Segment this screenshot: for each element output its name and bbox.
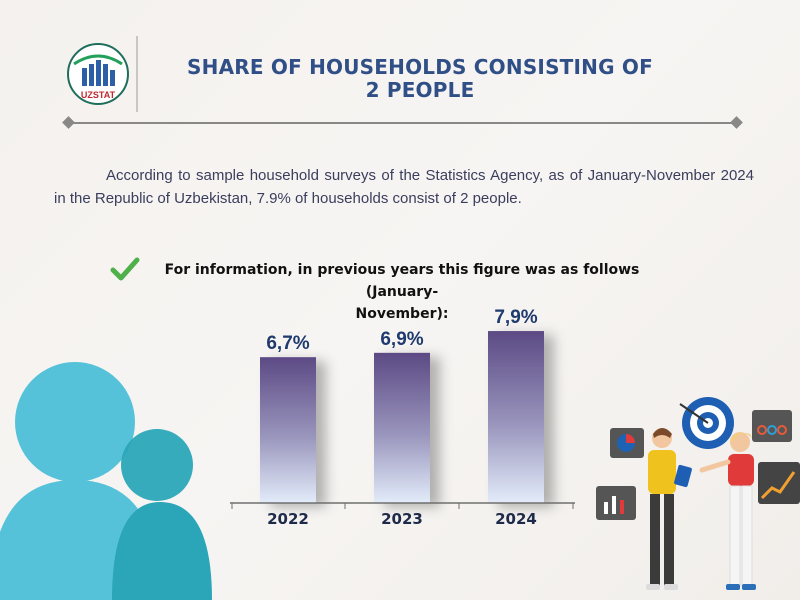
rule-right-dot	[730, 116, 743, 129]
bar-2022	[260, 357, 316, 503]
x-tick-2024: 2024	[495, 510, 537, 528]
x-tick-2023: 2023	[381, 510, 423, 528]
horizontal-rule	[68, 122, 736, 124]
value-label-2023: 6,9%	[380, 329, 423, 350]
bar-2023	[374, 352, 430, 503]
page-title: SHARE OF HOUSEHOLDS CONSISTING OF 2 PEOP…	[160, 56, 680, 102]
info-note-line-1: For information, in previous years this …	[164, 262, 640, 300]
value-label-2024: 7,9%	[494, 307, 537, 328]
logo-text: UZSTAT	[81, 90, 116, 100]
rule-left-dot	[62, 116, 75, 129]
checkmark-icon	[110, 257, 140, 281]
x-tick-2022: 2022	[267, 510, 309, 528]
value-label-2022: 6,7%	[266, 333, 309, 354]
bar-chart: 6,7% 6,9% 7,9% 2022 2023 2024	[230, 307, 575, 528]
uzstat-logo: UZSTAT	[67, 43, 129, 105]
title-line-1: SHARE OF HOUSEHOLDS CONSISTING OF	[187, 55, 653, 79]
header-divider	[136, 36, 138, 112]
intro-paragraph: According to sample household surveys of…	[54, 167, 754, 207]
people-silhouette	[0, 362, 212, 600]
bar-2024	[488, 331, 544, 503]
info-note-line-2: November):	[355, 306, 449, 322]
title-line-2: 2 PEOPLE	[365, 78, 475, 102]
info-note: For information, in previous years this …	[146, 259, 658, 325]
business-people-illustration	[596, 397, 800, 590]
